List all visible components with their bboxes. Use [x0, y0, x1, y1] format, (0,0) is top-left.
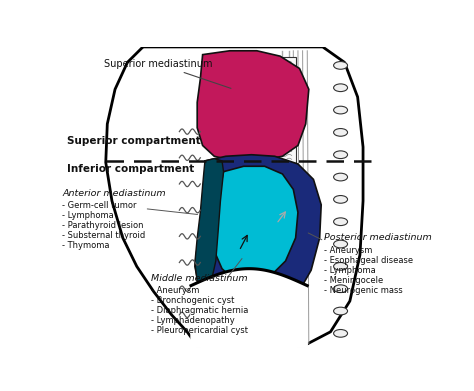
Text: - Esophageal disease: - Esophageal disease — [324, 256, 413, 265]
Ellipse shape — [334, 240, 347, 248]
Text: - Lymphoma: - Lymphoma — [63, 211, 114, 220]
Ellipse shape — [334, 218, 347, 226]
Ellipse shape — [334, 84, 347, 91]
Ellipse shape — [334, 307, 347, 315]
Text: - Diaphragmatic hernia: - Diaphragmatic hernia — [151, 306, 248, 315]
Ellipse shape — [334, 285, 347, 292]
FancyBboxPatch shape — [273, 325, 296, 342]
Text: - Aneurysm: - Aneurysm — [151, 285, 199, 295]
Polygon shape — [195, 159, 224, 289]
Text: Superior mediastinum: Superior mediastinum — [104, 59, 231, 88]
FancyBboxPatch shape — [273, 235, 296, 253]
Ellipse shape — [334, 196, 347, 203]
Text: - Pleuropericardial cyst: - Pleuropericardial cyst — [151, 326, 248, 335]
FancyBboxPatch shape — [273, 146, 296, 163]
Ellipse shape — [334, 106, 347, 114]
Text: - Neurogenic mass: - Neurogenic mass — [324, 285, 403, 295]
Ellipse shape — [334, 173, 347, 181]
Polygon shape — [191, 269, 307, 348]
Text: - Thymoma: - Thymoma — [63, 241, 110, 250]
Polygon shape — [195, 155, 321, 323]
FancyBboxPatch shape — [273, 124, 296, 141]
FancyBboxPatch shape — [273, 102, 296, 118]
FancyBboxPatch shape — [273, 213, 296, 230]
Text: - Substernal thyroid: - Substernal thyroid — [63, 231, 146, 240]
Polygon shape — [213, 166, 298, 284]
FancyBboxPatch shape — [273, 258, 296, 275]
Ellipse shape — [334, 129, 347, 136]
Text: - Bronchogenic cyst: - Bronchogenic cyst — [151, 296, 234, 305]
Ellipse shape — [334, 330, 347, 337]
Polygon shape — [197, 51, 309, 161]
Text: Middle mediastinum: Middle mediastinum — [151, 274, 247, 283]
Text: - Germ-cell tumor: - Germ-cell tumor — [63, 201, 137, 210]
Text: Inferior compartment: Inferior compartment — [67, 163, 194, 174]
Text: Posterior mediastinum: Posterior mediastinum — [324, 233, 432, 242]
Text: - Parathyroid lesion: - Parathyroid lesion — [63, 221, 144, 230]
Text: - Meningocele: - Meningocele — [324, 276, 383, 285]
Ellipse shape — [334, 262, 347, 270]
Text: Superior compartment: Superior compartment — [67, 136, 201, 146]
Text: - Aneurysm: - Aneurysm — [324, 246, 373, 255]
FancyBboxPatch shape — [273, 169, 296, 185]
Text: - Lymphadenopathy: - Lymphadenopathy — [151, 316, 235, 325]
Ellipse shape — [334, 151, 347, 159]
FancyBboxPatch shape — [273, 280, 296, 297]
Text: Anterior mediastinum: Anterior mediastinum — [63, 189, 166, 198]
FancyBboxPatch shape — [273, 79, 296, 96]
Ellipse shape — [334, 61, 347, 69]
Text: - Lymphoma: - Lymphoma — [324, 265, 376, 274]
FancyBboxPatch shape — [273, 57, 296, 74]
FancyBboxPatch shape — [273, 303, 296, 319]
FancyBboxPatch shape — [273, 191, 296, 208]
